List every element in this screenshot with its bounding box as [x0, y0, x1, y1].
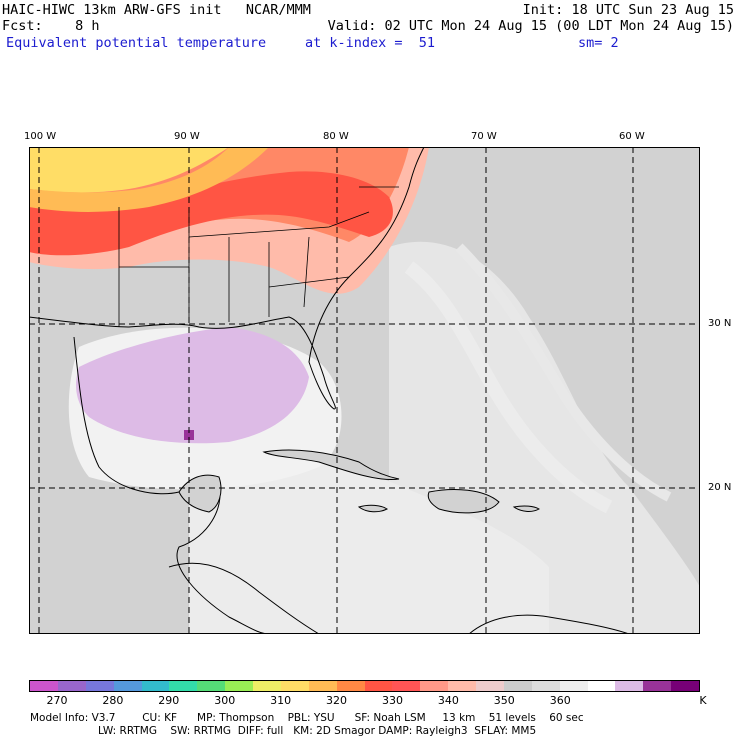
model-info-line2: LW: RRTMG SW: RRTMG DIFF: full KM: 2D Sm…	[98, 725, 537, 737]
colorbar-cell	[420, 681, 449, 691]
coastline-us	[29, 147, 425, 410]
header-valid-time: Valid: 02 UTC Mon 24 Aug 15 (00 LDT Mon …	[327, 18, 734, 34]
lon-label-90w: 90 W	[174, 131, 200, 142]
field-atlantic-streak	[404, 261, 613, 514]
colorbar-tick-label: 340	[437, 694, 459, 707]
model-info-line1: Model Info: V3.7 CU: KF MP: Thompson PBL…	[30, 712, 584, 724]
colorbar-cell	[364, 681, 393, 691]
colorbar-unit: K	[699, 694, 707, 707]
field-gulf-dark-purple	[184, 430, 194, 440]
colorbar-cell	[30, 681, 58, 691]
colorbar-cell	[643, 681, 672, 691]
header-forecast-hour: Fcst: 8 h	[2, 18, 100, 34]
colorbar-cell	[336, 681, 365, 691]
colorbar-cell	[503, 681, 532, 691]
colorbar-cell	[113, 681, 142, 691]
colorbar-tick-label: 290	[158, 694, 180, 707]
coastline-south-america	[468, 614, 630, 634]
colorbar	[29, 680, 700, 692]
field-atlantic-streak-2	[455, 243, 672, 502]
lon-label-100w: 100 W	[24, 131, 57, 142]
colorbar-cell	[141, 681, 170, 691]
colorbar-cell	[476, 681, 504, 691]
colorbar-tick-label: 320	[326, 694, 348, 707]
colorbar-cell	[169, 681, 198, 691]
colorbar-cell	[531, 681, 560, 691]
field-gulf-purple	[76, 327, 310, 444]
field-caribbean-light	[189, 443, 549, 634]
coastline-hispaniola	[427, 488, 500, 514]
graticule	[29, 147, 700, 634]
coastline-cuba	[262, 449, 400, 481]
colorbar-tick-label: 360	[549, 694, 571, 707]
colorbar-tick-label: 350	[493, 694, 515, 707]
colorbar-cell	[253, 681, 281, 691]
lon-label-60w: 60 W	[619, 131, 645, 142]
map-plot	[29, 147, 700, 634]
lon-label-70w: 70 W	[471, 131, 497, 142]
colorbar-labels: 270 280 290 300 310 320 330 340 350 360 K	[29, 695, 709, 707]
header-init-time: Init: 18 UTC Sun 23 Aug 15	[522, 2, 734, 18]
colorbar-cell	[587, 681, 616, 691]
colorbar-cell	[615, 681, 644, 691]
coastline-central-america	[168, 562, 320, 634]
colorbar-cell	[280, 681, 309, 691]
coastline-jamaica	[357, 504, 388, 513]
level-index: at k-index = 51	[305, 35, 436, 51]
field-hot-orange-band	[29, 147, 269, 212]
field-hot-red	[29, 171, 393, 256]
colorbar-cell	[671, 681, 699, 691]
field-name: Equivalent potential temperature	[6, 35, 267, 51]
colorbar-tick-label: 300	[214, 694, 236, 707]
header-title: HAIC-HIWC 13km ARW-GFS init NCAR/MMM	[2, 2, 311, 18]
colorbar-tick-label: 270	[46, 694, 68, 707]
colorbar-tick-label: 310	[270, 694, 292, 707]
colorbar-cell	[448, 681, 476, 691]
field-hot-yellow	[29, 147, 229, 193]
colorbar-cell	[57, 681, 86, 691]
lon-label-80w: 80 W	[323, 131, 349, 142]
colorbar-cell	[308, 681, 337, 691]
map-border	[29, 147, 700, 634]
colorbar-tick-label: 330	[381, 694, 403, 707]
coastline-puertorico	[512, 505, 540, 512]
lat-label-20n: 20 N	[708, 482, 732, 493]
colorbar-cell	[559, 681, 588, 691]
colorbar-tick-label: 280	[102, 694, 124, 707]
smoothing-label: sm= 2	[578, 35, 619, 51]
colorbar-cell	[197, 681, 226, 691]
colorbar-cell	[392, 681, 421, 691]
colorbar-cell	[85, 681, 114, 691]
colorbar-cell	[225, 681, 253, 691]
lat-label-30n: 30 N	[708, 318, 732, 329]
